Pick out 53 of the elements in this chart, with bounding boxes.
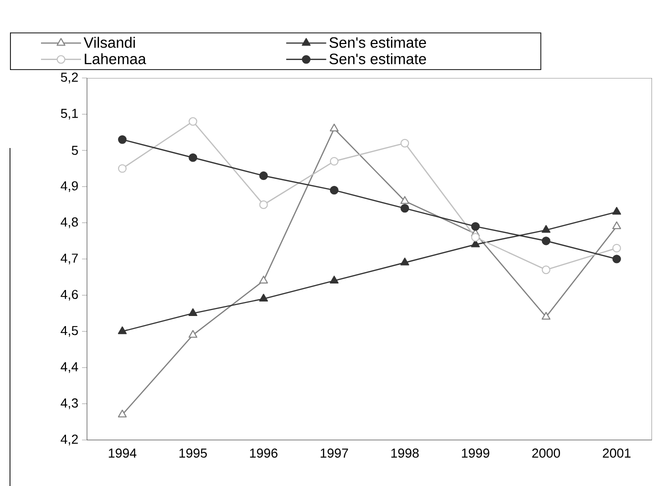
legend-label: Vilsandi — [84, 36, 135, 48]
y-tick-label: 4,5 — [60, 326, 78, 337]
point — [118, 164, 127, 173]
y-tick-label: 5,2 — [60, 72, 78, 84]
point — [330, 186, 338, 195]
point — [118, 135, 127, 144]
y-tick-label: 5,1 — [60, 108, 78, 120]
point — [471, 222, 480, 231]
point — [118, 410, 127, 418]
point — [259, 200, 268, 209]
x-tick-label: 1997 — [320, 448, 348, 458]
y-tick-label: 4,4 — [60, 362, 78, 373]
point — [612, 206, 622, 215]
point — [188, 330, 198, 338]
legend-label: Sen's estimate — [329, 53, 426, 64]
point — [188, 308, 198, 316]
point — [188, 117, 198, 126]
point — [330, 124, 339, 132]
point — [330, 276, 339, 284]
point — [400, 258, 410, 266]
y-tick-label: 4,8 — [60, 217, 78, 228]
point — [542, 266, 550, 274]
point — [118, 326, 127, 334]
x-tick-label: 2000 — [532, 448, 560, 458]
point — [400, 204, 410, 213]
point — [542, 225, 550, 233]
point — [612, 254, 621, 264]
point — [330, 156, 338, 166]
point — [542, 236, 550, 246]
y-tick-label: 4,9 — [60, 181, 78, 192]
point — [542, 312, 550, 320]
legend-label: Lahemaa — [84, 53, 146, 64]
x-tick-label: 1996 — [250, 448, 278, 458]
point — [259, 276, 268, 284]
legend-label: Sen's estimate — [329, 36, 426, 48]
y-tick-label: 5 — [72, 146, 78, 155]
y-tick-label: 4,6 — [60, 290, 78, 301]
x-tick-label: 1998 — [391, 448, 419, 458]
point — [400, 196, 410, 204]
x-tick-label: 2001 — [602, 448, 631, 458]
y-tick-label: 4,3 — [60, 398, 78, 410]
point — [259, 171, 268, 180]
point — [400, 138, 410, 148]
point — [188, 153, 198, 162]
y-tick-label: 4,2 — [60, 434, 78, 446]
point — [612, 244, 621, 252]
point — [471, 232, 480, 242]
point — [612, 221, 622, 230]
x-tick-label: 1999 — [462, 448, 490, 458]
x-tick-label: 1994 — [108, 448, 136, 458]
y-tick-label: 4,7 — [60, 254, 78, 264]
point — [259, 294, 268, 302]
x-tick-label: 1995 — [179, 448, 207, 458]
